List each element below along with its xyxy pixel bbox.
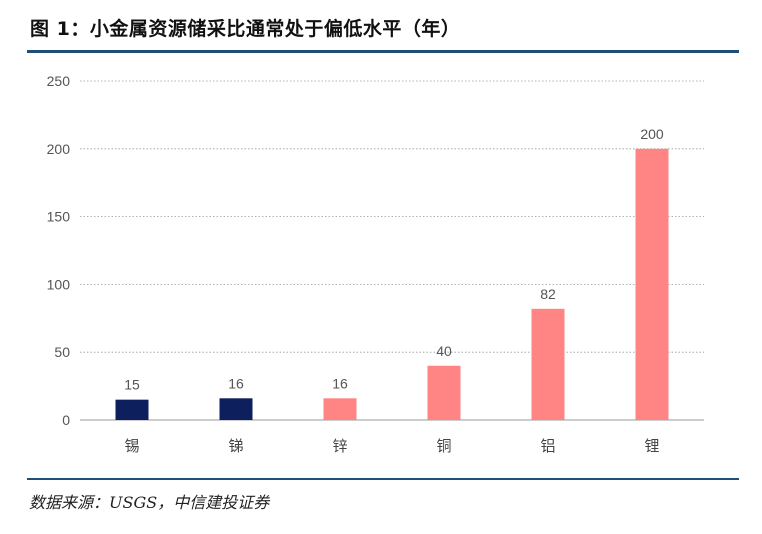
bar-0 [115, 399, 149, 420]
figure-title: 图 1：小金属资源储采比通常处于偏低水平（年） [30, 18, 461, 40]
bar-1 [219, 398, 253, 420]
data-label-5: 200 [640, 126, 664, 142]
y-tick-label-100: 100 [47, 276, 71, 292]
y-tick-label-0: 0 [62, 412, 70, 428]
data-label-2: 16 [332, 375, 348, 391]
category-label-3: 铜 [436, 437, 451, 455]
category-label-0: 锡 [124, 437, 139, 455]
bottom-rule [27, 478, 739, 480]
category-label-4: 铝 [540, 437, 555, 455]
bar-3 [427, 365, 461, 420]
category-label-2: 锌 [332, 437, 347, 455]
y-axis-ticks: 0 50 100 150 200 250 [47, 73, 71, 428]
data-label-1: 16 [228, 375, 244, 391]
bar-4 [531, 308, 565, 420]
category-label-1: 锑 [228, 437, 243, 455]
source-note: 数据来源：USGS，中信建投证券 [29, 493, 270, 512]
data-label-0: 15 [124, 377, 140, 393]
y-tick-label-50: 50 [54, 344, 70, 360]
category-label-5: 锂 [644, 437, 659, 455]
bar-2 [323, 398, 357, 420]
bars [115, 148, 669, 421]
x-axis-categories: 锡锑锌铜铝锂 [124, 437, 659, 455]
data-label-3: 40 [436, 343, 452, 359]
data-label-4: 82 [540, 286, 556, 302]
data-labels: 15 16 16 40 82 200 [124, 126, 664, 393]
y-tick-label-250: 250 [47, 73, 71, 89]
y-tick-label-150: 150 [47, 209, 71, 225]
bar-5 [635, 148, 669, 421]
gridlines [80, 80, 704, 421]
top-rule [27, 50, 739, 53]
y-tick-label-200: 200 [47, 141, 71, 157]
